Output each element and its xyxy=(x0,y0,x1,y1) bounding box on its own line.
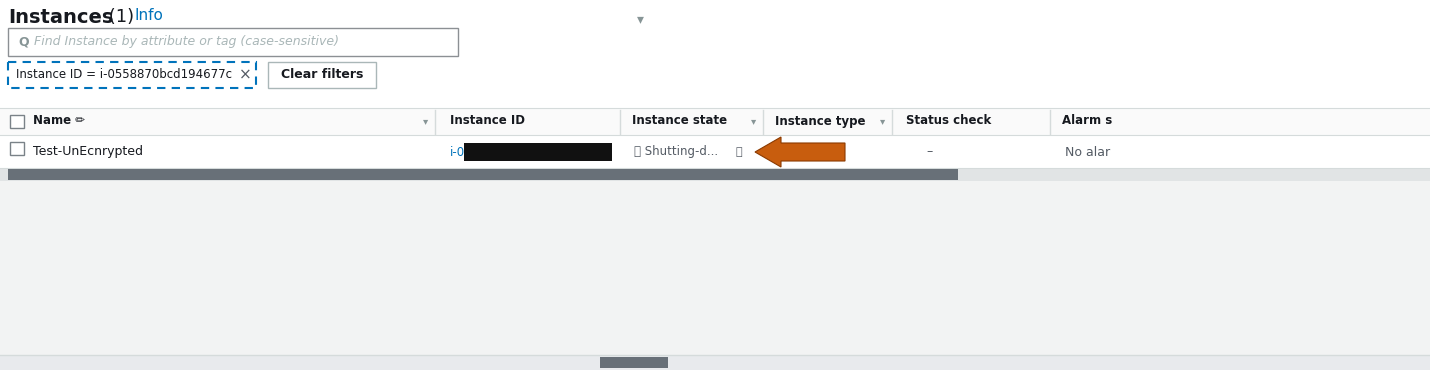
Text: Name ✏: Name ✏ xyxy=(33,115,86,127)
Bar xyxy=(267,62,376,88)
Bar xyxy=(9,62,256,88)
Text: Test-UnEcnrypted: Test-UnEcnrypted xyxy=(33,146,143,158)
Bar xyxy=(0,356,1430,370)
Text: i-0558870bcd194677c: i-0558870bcd194677c xyxy=(450,146,582,158)
Bar xyxy=(463,143,612,161)
Text: ×: × xyxy=(239,68,252,82)
Text: Instance ID: Instance ID xyxy=(450,115,525,127)
Bar xyxy=(0,108,1430,135)
Text: Instance ID = i-0558870bcd194677c: Instance ID = i-0558870bcd194677c xyxy=(16,68,232,82)
Text: Status check: Status check xyxy=(907,115,991,127)
Text: –: – xyxy=(927,146,932,158)
Text: ▾: ▾ xyxy=(751,116,756,126)
Bar xyxy=(10,115,24,128)
Bar xyxy=(0,135,1430,168)
Text: Clear filters: Clear filters xyxy=(280,68,363,82)
Text: Q: Q xyxy=(19,36,29,48)
Text: Instances: Instances xyxy=(9,8,113,27)
Text: Info: Info xyxy=(134,8,164,23)
Bar xyxy=(601,357,668,368)
Text: ⓘ Shutting-d...: ⓘ Shutting-d... xyxy=(633,146,718,158)
Text: ▾: ▾ xyxy=(879,116,885,126)
Text: 🔍: 🔍 xyxy=(735,147,742,157)
Text: Alarm s: Alarm s xyxy=(1062,115,1113,127)
Bar xyxy=(9,169,958,180)
Text: Instance type: Instance type xyxy=(775,115,865,127)
Bar xyxy=(10,142,24,155)
Bar xyxy=(0,168,1430,181)
Text: No alar: No alar xyxy=(1065,146,1110,158)
Bar xyxy=(0,181,1430,356)
Text: ▾: ▾ xyxy=(423,116,428,126)
FancyArrow shape xyxy=(755,137,845,167)
Text: Find Instance by attribute or tag (case-sensitive): Find Instance by attribute or tag (case-… xyxy=(34,36,339,48)
Text: (1): (1) xyxy=(103,8,140,26)
Text: ▾: ▾ xyxy=(636,12,644,26)
Text: t2.micro: t2.micro xyxy=(779,146,832,158)
Bar xyxy=(9,28,458,56)
Text: Instance state: Instance state xyxy=(632,115,726,127)
